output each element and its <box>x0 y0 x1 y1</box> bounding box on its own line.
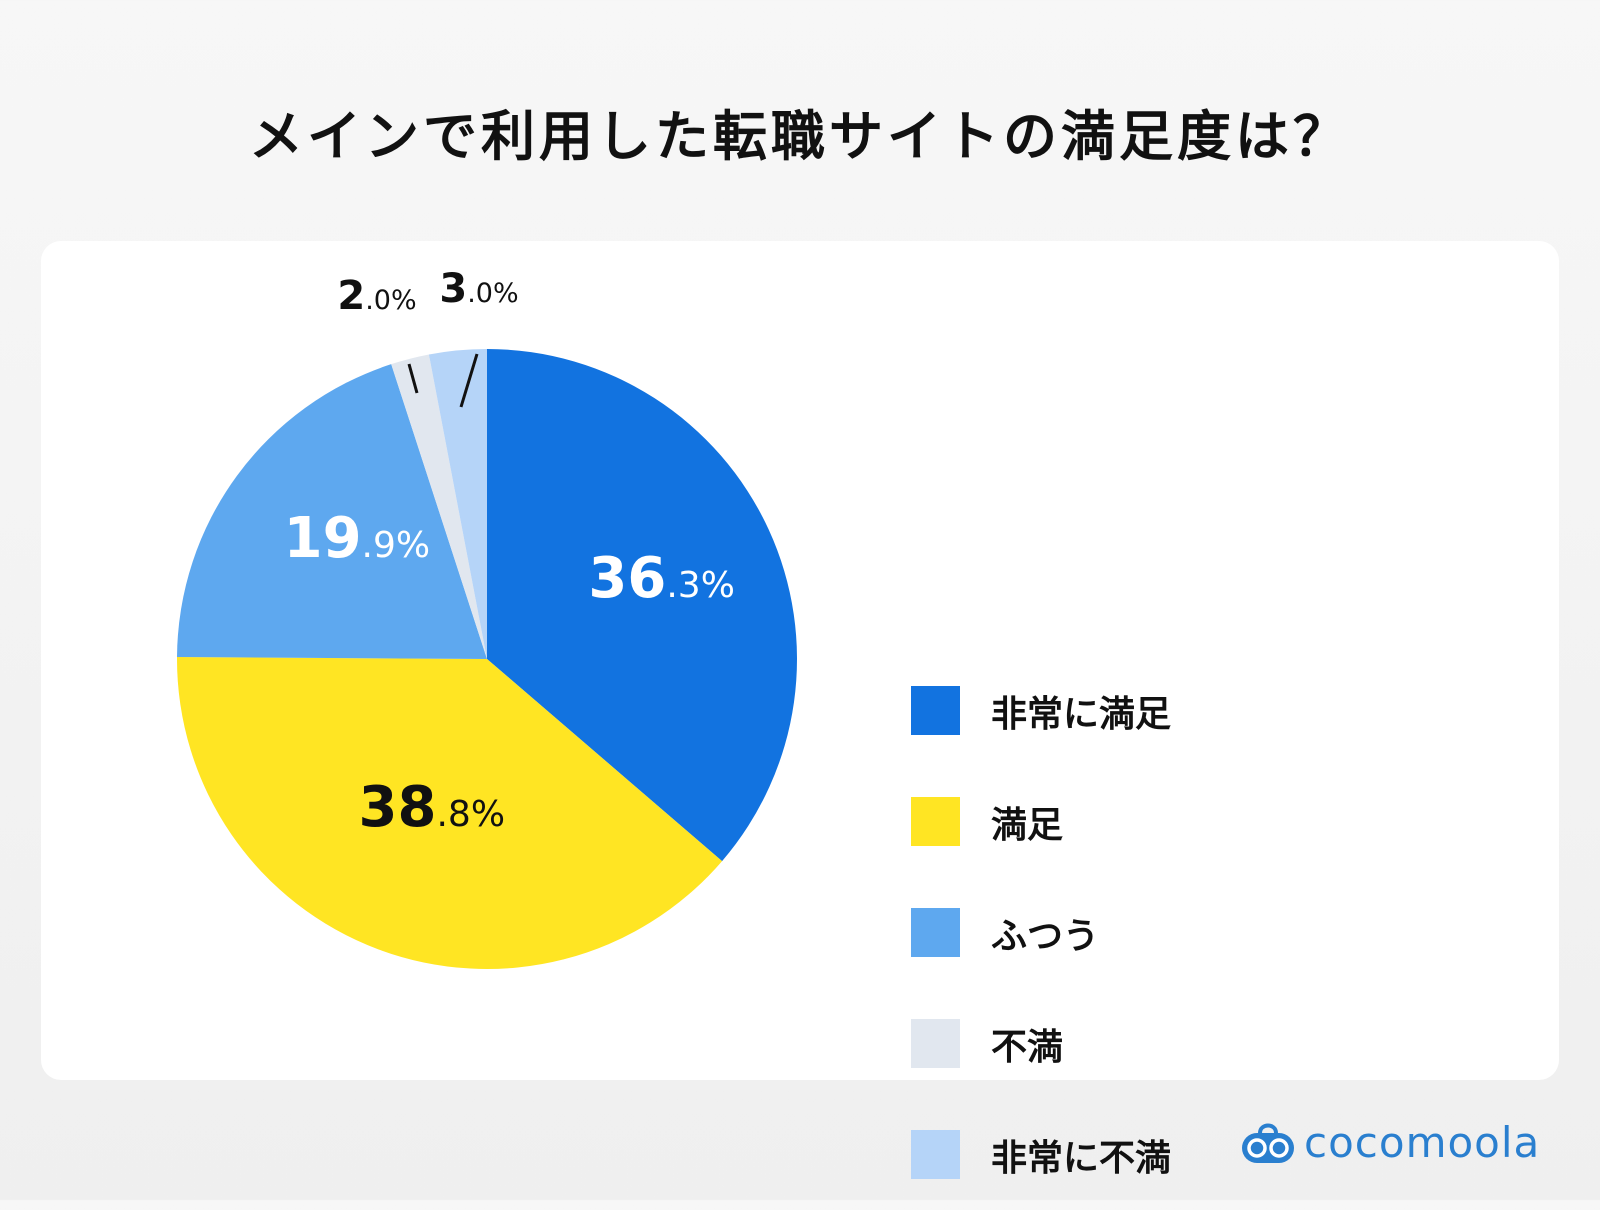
data-label-dec: .9% <box>362 525 431 566</box>
data-label-int: 3 <box>439 266 467 312</box>
data-label: 19.9% <box>284 506 431 571</box>
chart-card: 36.3% 38.8% 19.9% 2.0% 3.0% 非常に満足 満足 ふつう 不満 非常に不… <box>41 241 1559 1179</box>
legend-swatch <box>911 1130 960 1179</box>
data-label-int: 36 <box>588 546 666 611</box>
pie-slice <box>177 657 723 969</box>
legend-item: 非常に満足 <box>911 655 1171 766</box>
legend-swatch <box>911 908 960 957</box>
legend-swatch <box>911 1019 960 1068</box>
data-label-int: 19 <box>284 506 362 571</box>
pie-chart: 36.3%38.8%19.9%2.0% 3.0% <box>177 266 798 969</box>
data-label-int: 2 <box>337 273 365 319</box>
legend-swatch <box>911 686 960 735</box>
data-label-dec: .0% <box>365 285 416 316</box>
data-label-dec: .0% <box>467 278 518 309</box>
legend-label: 不満 <box>991 1026 1064 1068</box>
pie-slice <box>428 349 487 659</box>
cocomoola-logo: cocomoola <box>1240 1118 1540 1167</box>
logo-text: cocomoola <box>1304 1118 1541 1167</box>
legend-label: ふつう <box>991 915 1100 957</box>
legend-item: 非常に不満 <box>911 1099 1171 1210</box>
data-label-int: 38 <box>359 775 437 840</box>
data-label: 3.0% <box>439 266 518 312</box>
legend-item: 満足 <box>911 766 1171 877</box>
data-label-dec: .8% <box>436 794 505 835</box>
legend-item: 不満 <box>911 988 1171 1099</box>
data-label: 2.0% <box>337 273 416 319</box>
pie-slice <box>177 364 488 659</box>
leader-line <box>459 353 479 408</box>
data-label: 38.8% <box>359 775 506 840</box>
legend: 非常に満足満足ふつう不満非常に不満 <box>911 655 1171 1210</box>
data-label-dec: .3% <box>666 565 735 606</box>
logo-robot-icon <box>1242 1123 1294 1163</box>
chart-title: メインで利用した転職サイトの満足度は？ <box>249 105 1351 168</box>
leader-line <box>407 363 419 394</box>
legend-label: 満足 <box>991 804 1064 846</box>
pie-slice <box>487 349 798 862</box>
legend-label: 非常に不満 <box>991 1137 1172 1179</box>
legend-item: ふつう <box>911 877 1171 988</box>
pie-slice <box>391 354 487 659</box>
legend-label: 非常に満足 <box>991 693 1172 735</box>
legend-swatch <box>911 797 960 846</box>
data-label: 36.3% <box>588 546 735 611</box>
